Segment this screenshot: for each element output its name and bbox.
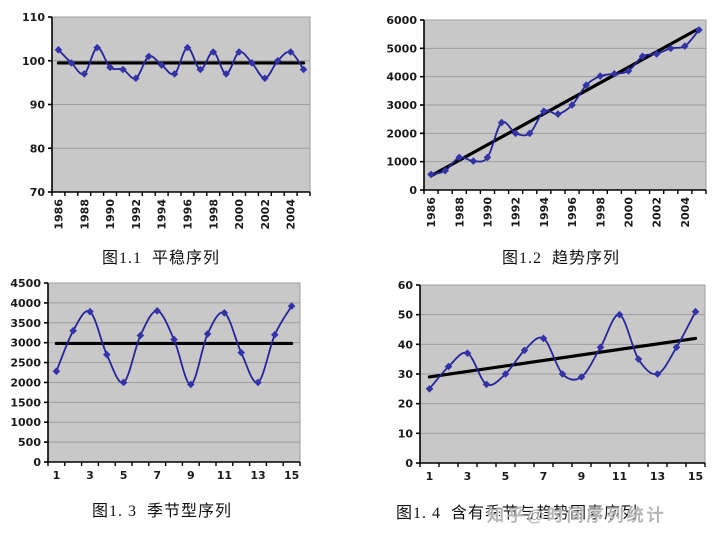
svg-text:1990: 1990 — [104, 199, 117, 230]
y-tick-labels: 0 500 1000 1500 2000 2500 3000 3500 4000 4500 — [10, 277, 48, 469]
svg-text:11: 11 — [217, 469, 232, 482]
svg-text:2000: 2000 — [233, 199, 246, 230]
svg-text:80: 80 — [30, 142, 46, 155]
svg-text:1996: 1996 — [181, 199, 194, 230]
chart-trend-series: 0 1000 2000 3000 4000 5000 6000 1986 1988 1990 199… — [386, 14, 707, 228]
svg-text:3500: 3500 — [10, 317, 41, 330]
svg-text:1994: 1994 — [538, 197, 551, 228]
svg-text:1: 1 — [53, 469, 61, 482]
svg-text:2000: 2000 — [622, 197, 635, 228]
svg-text:4000: 4000 — [10, 297, 41, 310]
caption-fig-1-4: 图1. 4 含有季节与趋势因素序列 — [396, 505, 639, 522]
svg-text:7: 7 — [540, 470, 548, 483]
x-tick-labels: 1 3 5 7 9 11 13 15 — [426, 470, 703, 483]
svg-text:1998: 1998 — [594, 197, 607, 228]
svg-text:6000: 6000 — [386, 14, 417, 27]
svg-text:30: 30 — [398, 368, 414, 381]
svg-text:110: 110 — [22, 11, 45, 24]
x-ticks — [423, 190, 707, 194]
panel-seasonal-series: 0 500 1000 1500 2000 2500 3000 3500 4000 4500 1 3 5 7… — [0, 268, 360, 536]
x-ticks — [419, 463, 706, 467]
svg-text:13: 13 — [650, 470, 665, 483]
svg-text:2000: 2000 — [386, 127, 417, 140]
svg-text:0: 0 — [409, 184, 417, 197]
svg-text:7: 7 — [153, 469, 161, 482]
x-tick-labels: 1 3 5 7 9 11 13 15 — [53, 469, 300, 482]
panel-seasonal-trend-series: 0 10 20 30 40 50 60 1 3 5 7 9 11 13 15 图1. 4 含有季节与趋势因素… — [360, 268, 720, 536]
svg-text:1000: 1000 — [10, 416, 41, 429]
svg-text:1: 1 — [426, 470, 434, 483]
svg-text:500: 500 — [18, 436, 41, 449]
svg-text:0: 0 — [405, 457, 413, 470]
svg-text:1996: 1996 — [566, 197, 579, 228]
svg-text:1998: 1998 — [207, 199, 220, 230]
svg-text:1986: 1986 — [425, 197, 438, 228]
svg-text:9: 9 — [187, 469, 195, 482]
svg-text:1500: 1500 — [10, 396, 41, 409]
y-tick-labels: 0 10 20 30 40 50 60 — [398, 279, 420, 470]
svg-text:4000: 4000 — [386, 71, 417, 84]
svg-text:2004: 2004 — [285, 199, 298, 230]
svg-text:5: 5 — [120, 469, 128, 482]
x-tick-labels: 1986 1988 1990 1992 1994 1996 1998 2000 2002 2004 — [425, 197, 692, 228]
panel-stationary-series: 70 80 90 100 110 1986 1988 1990 1992 1994 1996 1998… — [0, 0, 360, 268]
x-ticks — [47, 462, 301, 466]
svg-text:2002: 2002 — [259, 199, 272, 230]
panel-trend-series: 0 1000 2000 3000 4000 5000 6000 1986 1988 1990 199… — [360, 0, 720, 268]
svg-text:1994: 1994 — [156, 199, 169, 230]
svg-text:1992: 1992 — [510, 197, 523, 228]
svg-text:1992: 1992 — [130, 199, 143, 230]
series-markers — [54, 43, 308, 83]
svg-text:2000: 2000 — [10, 376, 41, 389]
svg-text:11: 11 — [612, 470, 627, 483]
y-tick-labels: 70 80 90 100 110 — [22, 11, 52, 199]
svg-text:50: 50 — [398, 309, 414, 322]
svg-text:3000: 3000 — [386, 99, 417, 112]
svg-text:20: 20 — [398, 398, 414, 411]
svg-text:2002: 2002 — [651, 197, 664, 228]
x-tick-labels: 1986 1988 1990 1992 1994 1996 1998 2000 2002 2004 — [53, 199, 298, 230]
svg-text:90: 90 — [30, 99, 46, 112]
svg-text:5: 5 — [502, 470, 510, 483]
caption-fig-1-2: 图1.2 趋势序列 — [501, 250, 620, 267]
svg-text:60: 60 — [398, 279, 414, 292]
svg-text:0: 0 — [33, 456, 41, 469]
svg-text:2500: 2500 — [10, 357, 41, 370]
svg-text:40: 40 — [398, 338, 414, 351]
svg-text:15: 15 — [688, 470, 703, 483]
chart-stationary-series: 70 80 90 100 110 1986 1988 1990 1992 1994 1996 1998… — [22, 11, 311, 230]
svg-text:3: 3 — [86, 469, 94, 482]
svg-text:100: 100 — [22, 55, 45, 68]
caption-fig-1-1: 图1.1 平稳序列 — [101, 250, 220, 267]
svg-text:3000: 3000 — [10, 337, 41, 350]
svg-text:1988: 1988 — [453, 197, 466, 228]
svg-text:15: 15 — [284, 469, 299, 482]
caption-fig-1-3: 图1. 3 季节型序列 — [91, 503, 232, 520]
x-ticks — [51, 192, 311, 196]
svg-text:1988: 1988 — [78, 199, 91, 230]
svg-text:70: 70 — [30, 186, 46, 199]
svg-text:1000: 1000 — [386, 156, 417, 169]
svg-text:2004: 2004 — [679, 197, 692, 228]
svg-text:4500: 4500 — [10, 277, 41, 290]
trend-line — [427, 336, 698, 379]
svg-text:13: 13 — [250, 469, 265, 482]
svg-text:1990: 1990 — [482, 197, 495, 228]
svg-text:9: 9 — [578, 470, 586, 483]
svg-text:10: 10 — [398, 427, 414, 440]
svg-text:3: 3 — [464, 470, 472, 483]
svg-text:1986: 1986 — [53, 199, 66, 230]
y-tick-labels: 0 1000 2000 3000 4000 5000 6000 — [386, 14, 424, 197]
svg-text:5000: 5000 — [386, 42, 417, 55]
